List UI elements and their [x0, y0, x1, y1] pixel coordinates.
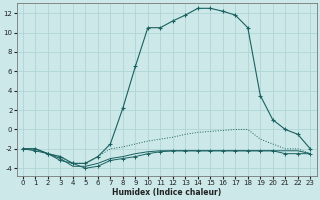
X-axis label: Humidex (Indice chaleur): Humidex (Indice chaleur) [112, 188, 221, 197]
